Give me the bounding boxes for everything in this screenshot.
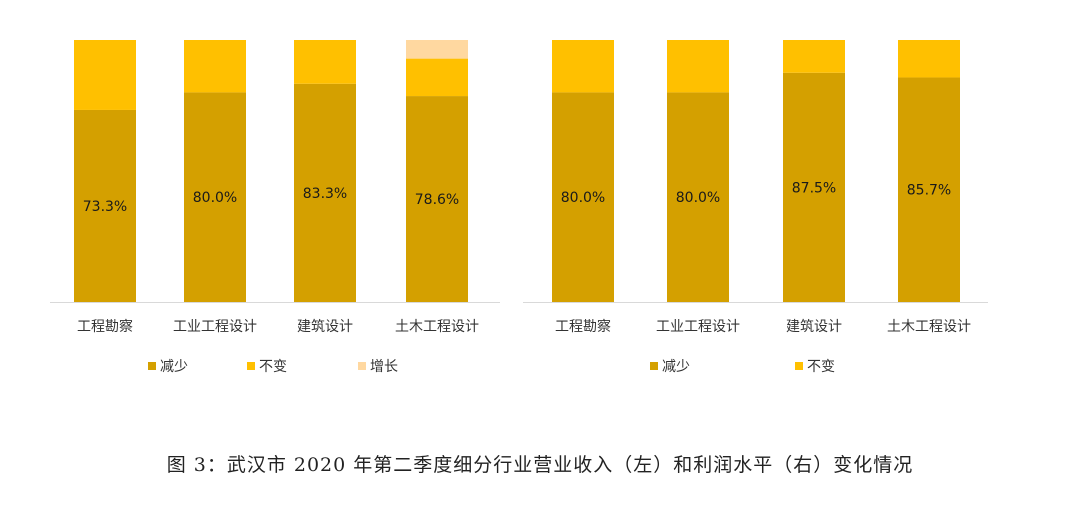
data-label: 83.3%	[303, 186, 347, 202]
charts-canvas: 73.3% 工程勘察 80.0% 工业工程设计 83.3% 建筑设计 78.6% 土木工程设计…	[50, 40, 988, 375]
chart-profit: 80.0% 工程勘察 80.0% 工业工程设计 87.5% 建筑设计 85.7% 土木工程设计…	[523, 40, 988, 375]
bar-segment-2-4-2	[898, 40, 960, 78]
legend-swatch	[650, 362, 658, 370]
bar-segment-1-4-3	[406, 40, 468, 59]
bar-segment-2-2-1	[667, 92, 729, 303]
legend-swatch	[247, 362, 255, 370]
category-label: 工程勘察	[77, 318, 133, 335]
bar-segment-2-3-1	[783, 72, 845, 302]
category-label: 工程勘察	[555, 318, 611, 335]
bar-segment-1-3-1	[294, 83, 356, 302]
category-label: 土木工程设计	[395, 319, 479, 335]
bar-segment-2-4-1	[898, 77, 960, 302]
figure-caption: 图 3：武汉市 2020 年第二季度细分行业营业收入（左）和利润水平（右）变化情…	[166, 454, 914, 476]
data-label: 80.0%	[193, 190, 237, 206]
legend-label: 增长	[370, 359, 398, 375]
legend-swatch	[148, 362, 156, 370]
bar-segment-2-1-2	[552, 40, 614, 93]
data-label: 87.5%	[792, 180, 836, 196]
legend-label: 减少	[160, 359, 188, 375]
legend-label: 不变	[259, 359, 287, 375]
bar-segment-2-3-2	[783, 40, 845, 73]
category-label: 工业工程设计	[656, 319, 740, 335]
category-label: 工业工程设计	[173, 319, 257, 335]
bar-segment-1-2-1	[184, 92, 246, 303]
bar-segment-1-1-1	[74, 109, 136, 302]
data-label: 80.0%	[676, 190, 720, 206]
bar-segment-1-4-2	[406, 58, 468, 97]
bar-segment-1-2-2	[184, 40, 246, 93]
category-label: 建筑设计	[297, 319, 353, 335]
bar-segment-2-1-1	[552, 92, 614, 303]
category-label: 建筑设计	[786, 319, 842, 335]
data-label: 78.6%	[415, 192, 459, 208]
bar-segment-2-2-2	[667, 40, 729, 93]
bar-segment-1-4-1	[406, 96, 468, 303]
chart-revenue: 73.3% 工程勘察 80.0% 工业工程设计 83.3% 建筑设计 78.6% 土木工程设计…	[50, 40, 500, 375]
data-label: 73.3%	[83, 199, 127, 215]
legend-swatch	[795, 362, 803, 370]
data-label: 80.0%	[561, 190, 605, 206]
legend-label: 不变	[807, 359, 835, 375]
category-label: 土木工程设计	[887, 319, 971, 335]
legend-label: 减少	[662, 359, 690, 375]
legend-swatch	[358, 362, 366, 370]
bar-segment-1-3-2	[294, 40, 356, 84]
bar-segment-1-1-2	[74, 40, 136, 110]
data-label: 85.7%	[907, 183, 951, 199]
